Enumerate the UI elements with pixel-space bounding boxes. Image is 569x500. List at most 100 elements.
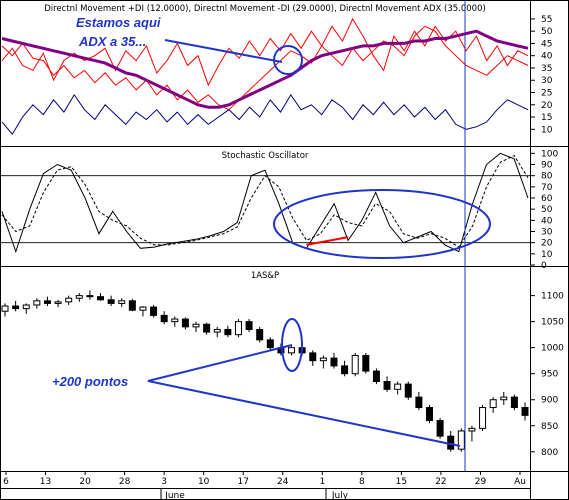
candle-body — [457, 430, 465, 450]
date-tick-label: 6 — [3, 477, 9, 487]
candle-body — [160, 314, 168, 323]
candle-body — [404, 383, 412, 398]
date-tick-label: 8 — [359, 477, 365, 487]
candle-body — [266, 339, 274, 349]
price-axis-tick-label: 900 — [541, 396, 558, 406]
candle-body — [372, 370, 380, 383]
date-tick-label: 29 — [475, 477, 487, 487]
stoch-axis-tick-label: 60 — [541, 194, 553, 204]
date-tick-label: 1 — [319, 477, 325, 487]
price-axis-tick-label: 1050 — [541, 318, 564, 328]
dmi-axis-tick-label: 40 — [541, 52, 553, 62]
price-axis-tick-label: 1100 — [541, 292, 564, 302]
candle-body — [341, 365, 349, 375]
stoch-d-line — [1, 154, 529, 248]
dmi-axis-tick-label: 35 — [541, 64, 552, 74]
candle-body — [330, 357, 338, 367]
price-drop-triangle — [147, 344, 461, 447]
candle-body — [245, 321, 253, 330]
dmi-axis-tick-label: 15 — [541, 113, 552, 123]
dmi-axis-tick-label: 25 — [541, 88, 552, 98]
dmi-panel: 10 15 20 25 30 35 40 45 50 55 — [1, 15, 553, 136]
candle-body — [234, 321, 242, 336]
date-tick-label: 28 — [119, 477, 131, 487]
date-tick-label: 13 — [40, 477, 51, 487]
candle-body — [203, 323, 211, 333]
date-tick-label: 22 — [435, 477, 446, 487]
date-tick-label: 15 — [396, 477, 407, 487]
stoch-axis-tick-label: 70 — [541, 183, 553, 193]
candle-body — [150, 306, 158, 316]
candle-body — [86, 295, 94, 298]
date-tick-label: Au — [514, 477, 526, 487]
candle-body — [510, 396, 518, 409]
stoch-axis-tick-label: 90 — [541, 161, 553, 171]
candle-body — [351, 354, 359, 375]
candle-body — [54, 301, 62, 304]
stoch-axis-tick-label: 10 — [541, 250, 553, 260]
dmi-axis-tick-label: 30 — [541, 76, 553, 86]
candle-body — [192, 323, 200, 328]
candle-body — [362, 354, 370, 372]
candle-body — [181, 318, 189, 328]
candle-body — [415, 396, 423, 409]
dmi-axis-tick-label: 55 — [541, 15, 552, 25]
stoch-axis-tick-label: 20 — [541, 239, 553, 249]
dmi-axis-tick-label: 50 — [541, 27, 553, 37]
candle-body — [521, 407, 529, 416]
stochastic-panel-title: Stochastic Oscillator — [222, 151, 309, 161]
date-tick-label: 17 — [238, 477, 249, 487]
candle-body — [97, 296, 105, 301]
stoch-axis-tick-label: 0 — [541, 261, 547, 271]
annotation-estamos-aqui: Estamos aqui — [76, 15, 161, 30]
candle-body — [213, 328, 221, 333]
candle-body — [33, 300, 41, 306]
date-tick-label: 24 — [277, 477, 289, 487]
date-tick-label: 3 — [161, 477, 167, 487]
price-axis-tick-label: 950 — [541, 370, 558, 380]
stoch-divergence-line — [306, 236, 349, 246]
dmi-series-line-3 — [1, 93, 529, 136]
candle-body — [75, 295, 83, 299]
stochastic-divergence-ellipse — [273, 189, 491, 259]
date-axis: 6 13 20 28 3 10 17 24 1 8 15 22 29 Au June July — [3, 471, 526, 500]
annotation-200-pontos: +200 pontos — [52, 374, 128, 389]
dmi-axis-tick-label: 20 — [541, 101, 553, 111]
date-tick-label: 20 — [79, 477, 91, 487]
dmi-axis-tick-label: 10 — [541, 125, 553, 135]
candle-body — [224, 328, 232, 336]
price-axis-tick-label: 1000 — [541, 344, 564, 354]
dmi-panel-title: Directnl Movement +DI (12.0000), Directn… — [44, 4, 486, 14]
candle-body — [383, 381, 391, 390]
candle-body — [288, 347, 296, 354]
candle-body — [128, 300, 136, 311]
candle-body — [256, 328, 264, 341]
dmi-axis-tick-label: 45 — [541, 39, 552, 49]
adx-highlight-circle — [273, 45, 303, 75]
price-axis-tick-label: 850 — [541, 422, 558, 432]
stoch-axis-tick-label: 50 — [541, 205, 553, 215]
candle-body — [107, 299, 115, 304]
candle-body — [425, 407, 433, 422]
stoch-axis-tick-label: 100 — [541, 149, 558, 159]
candle-body — [436, 420, 444, 437]
candle-body — [1, 305, 9, 312]
annotation-arrow-line — [164, 39, 283, 63]
price-panel: 800 850 900 950 1000 1050 1100 — [1, 290, 564, 458]
candle-body — [489, 399, 497, 409]
stoch-axis-tick-label: 40 — [541, 216, 553, 226]
stoch-axis-tick-label: 80 — [541, 172, 553, 182]
candle-body — [468, 427, 476, 432]
candle-body — [171, 318, 179, 323]
price-highlight-ellipse — [281, 318, 303, 372]
month-label: June — [164, 491, 185, 500]
month-label: July — [331, 491, 349, 500]
candle-body — [479, 407, 487, 429]
date-tick-label: 10 — [198, 477, 210, 487]
candle-body — [118, 300, 126, 304]
stoch-k-line — [1, 152, 529, 254]
candle-body — [309, 352, 317, 362]
